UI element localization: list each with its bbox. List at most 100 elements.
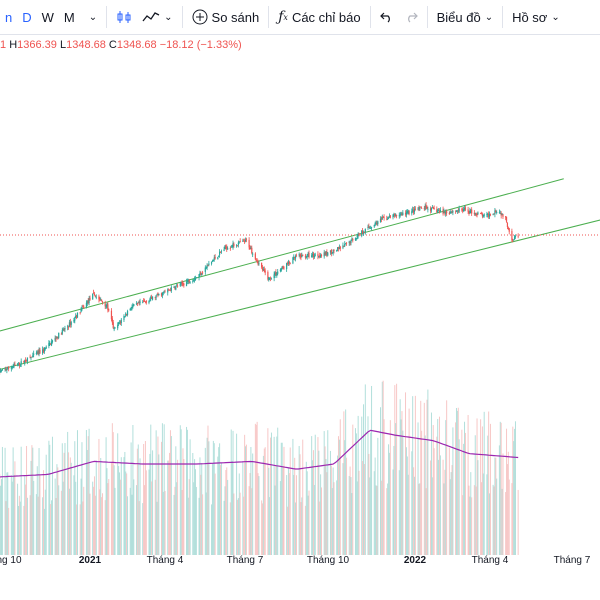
candle-body xyxy=(358,233,360,236)
volume-bar xyxy=(348,476,350,555)
candle-body xyxy=(0,370,3,371)
candle-body xyxy=(264,270,266,273)
candle-body xyxy=(212,259,214,262)
profile-menu-button[interactable]: Hồ sơ ⌄ xyxy=(507,0,565,34)
candle-body xyxy=(261,267,264,271)
volume-bar xyxy=(498,445,500,555)
chart-type-line-button[interactable]: ⌄ xyxy=(137,0,177,34)
volume-bar xyxy=(439,455,441,555)
candle-body xyxy=(269,277,271,279)
candle-body xyxy=(244,239,247,242)
volume-bar xyxy=(108,479,110,555)
candle-body xyxy=(412,210,415,213)
candle-body xyxy=(293,256,295,258)
volume-bar xyxy=(312,450,314,555)
candle-body xyxy=(43,348,46,352)
compare-button[interactable]: So sánh xyxy=(187,0,265,34)
chart-menu-button[interactable]: Biểu đồ ⌄ xyxy=(432,0,498,34)
volume-bar xyxy=(142,503,144,555)
candle-body xyxy=(327,252,329,256)
volume-bar xyxy=(295,475,297,555)
volume-bar xyxy=(238,473,240,555)
candle-body xyxy=(252,253,254,255)
volume-bar xyxy=(461,429,463,555)
candle-body xyxy=(473,212,475,215)
interval-button-partial[interactable]: n xyxy=(5,9,13,25)
candle-body xyxy=(438,210,441,212)
candle-body xyxy=(481,213,484,217)
candle-body xyxy=(261,262,263,268)
compare-label: So sánh xyxy=(211,9,260,25)
candle-body xyxy=(357,233,359,236)
candle-body xyxy=(350,239,352,243)
candle-body xyxy=(263,269,265,272)
candle-body xyxy=(339,246,341,249)
volume-bar xyxy=(212,440,214,555)
candle-body xyxy=(24,360,26,364)
channel-lower-line xyxy=(0,219,600,370)
volume-bar xyxy=(320,474,322,555)
volume-bar xyxy=(512,426,514,555)
candle-body xyxy=(37,351,39,354)
candle-body xyxy=(143,301,145,302)
volume-bar xyxy=(18,495,20,555)
volume-bar xyxy=(239,492,241,555)
candle-body xyxy=(254,253,256,260)
volume-bar xyxy=(177,459,179,555)
candle-body xyxy=(199,272,201,275)
volume-bar xyxy=(302,439,304,555)
candle-body xyxy=(70,322,72,325)
volume-bar xyxy=(357,415,359,555)
candle-body xyxy=(126,310,129,316)
candle-body xyxy=(73,319,75,322)
chart-type-candles-button[interactable] xyxy=(111,0,137,34)
volume-bar xyxy=(382,380,384,555)
candle-body xyxy=(292,257,294,264)
candle-body xyxy=(274,272,276,275)
volume-bar xyxy=(481,482,483,555)
interval-button-week[interactable]: W xyxy=(41,9,54,25)
price-chart[interactable]: ng 10 2021 Tháng 4 Tháng 7 Tháng 10 2022 Tháng… xyxy=(0,48,600,600)
candle-body xyxy=(248,239,250,248)
ohlc-high-value: 1366.39 xyxy=(17,39,57,51)
candle-body xyxy=(219,251,221,255)
volume-bar xyxy=(148,469,150,555)
volume-bar xyxy=(168,460,170,555)
undo-button[interactable] xyxy=(375,0,399,34)
volume-bar xyxy=(346,457,348,555)
chevron-down-icon: ⌄ xyxy=(551,11,560,23)
candle-body xyxy=(113,328,115,330)
candle-body xyxy=(380,218,382,220)
candle-body xyxy=(294,257,296,259)
volume-bar xyxy=(292,438,294,555)
ohlc-close-key: C xyxy=(108,39,117,51)
volume-bar xyxy=(286,475,288,555)
volume-bar xyxy=(377,437,379,555)
interval-button-day[interactable]: D xyxy=(22,9,32,25)
volume-bar xyxy=(317,437,319,555)
volume-bar xyxy=(394,385,396,555)
candle-body xyxy=(108,309,110,311)
candle-body xyxy=(431,207,433,209)
volume-bar xyxy=(451,465,453,555)
candle-body xyxy=(156,293,158,295)
volume-bar xyxy=(369,477,371,555)
volume-bar xyxy=(301,497,303,555)
candle-body xyxy=(407,210,409,212)
volume-bar xyxy=(55,498,57,555)
candle-body xyxy=(375,223,377,224)
candle-body xyxy=(249,247,251,250)
volume-bar xyxy=(489,423,491,555)
line-chart-icon xyxy=(142,10,160,24)
redo-button[interactable] xyxy=(399,0,423,34)
candle-body xyxy=(182,283,184,285)
candle-body xyxy=(505,216,507,218)
volume-bar xyxy=(132,424,134,555)
interval-button-month[interactable]: M xyxy=(63,9,75,25)
volume-bar xyxy=(87,436,89,555)
volume-bar xyxy=(117,433,119,555)
volume-bar xyxy=(326,472,328,555)
interval-dropdown-button[interactable]: ⌄ xyxy=(80,0,102,34)
volume-bar xyxy=(10,475,12,555)
